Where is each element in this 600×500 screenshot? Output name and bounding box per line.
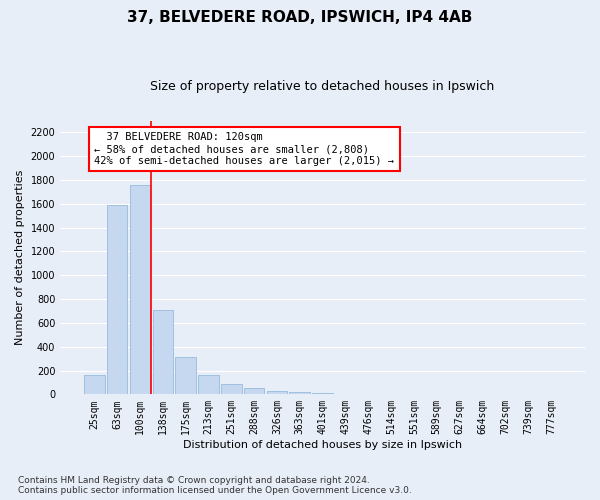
- Text: 37 BELVEDERE ROAD: 120sqm
← 58% of detached houses are smaller (2,808)
42% of se: 37 BELVEDERE ROAD: 120sqm ← 58% of detac…: [94, 132, 394, 166]
- Title: Size of property relative to detached houses in Ipswich: Size of property relative to detached ho…: [151, 80, 495, 93]
- Bar: [266, 391, 287, 394]
- Bar: [152, 310, 173, 394]
- Bar: [130, 185, 150, 394]
- Bar: [289, 392, 310, 394]
- Bar: [221, 384, 242, 394]
- Bar: [244, 388, 265, 394]
- Bar: [198, 376, 219, 394]
- X-axis label: Distribution of detached houses by size in Ipswich: Distribution of detached houses by size …: [183, 440, 462, 450]
- Bar: [175, 357, 196, 395]
- Bar: [84, 376, 104, 394]
- Text: Contains HM Land Registry data © Crown copyright and database right 2024.
Contai: Contains HM Land Registry data © Crown c…: [18, 476, 412, 495]
- Text: 37, BELVEDERE ROAD, IPSWICH, IP4 4AB: 37, BELVEDERE ROAD, IPSWICH, IP4 4AB: [127, 10, 473, 25]
- Y-axis label: Number of detached properties: Number of detached properties: [15, 170, 25, 345]
- Bar: [107, 205, 127, 394]
- Bar: [313, 392, 333, 394]
